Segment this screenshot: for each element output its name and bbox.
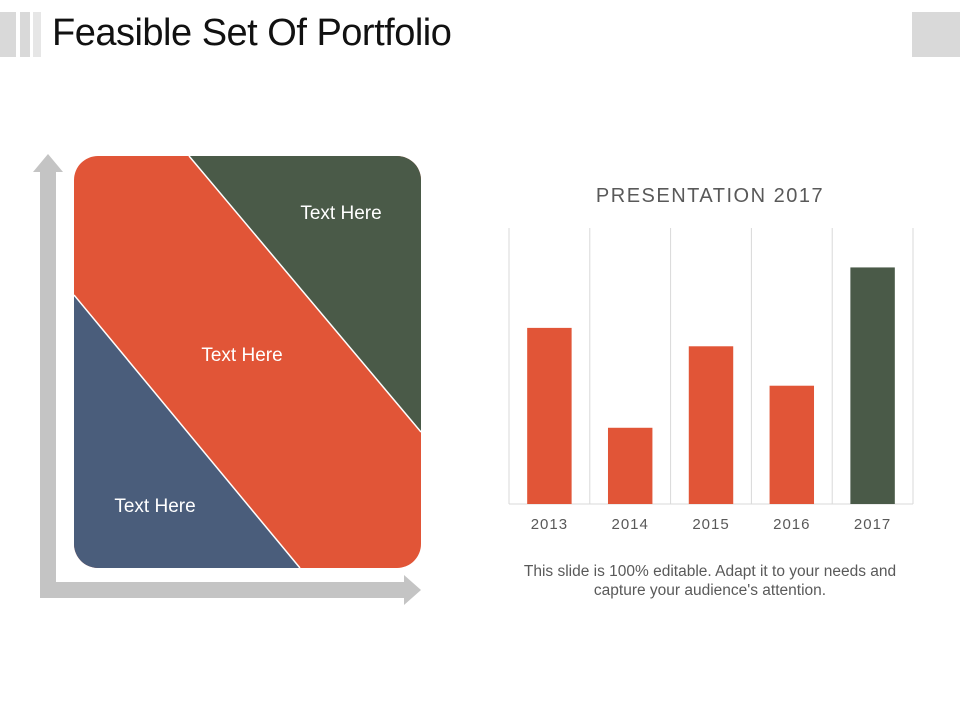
bar-2016 — [769, 385, 815, 504]
x-tick-label: 2016 — [773, 516, 810, 533]
region-label-middle: Text Here — [201, 345, 282, 366]
bar-chart: 2013 2014 2015 2016 2017 — [508, 228, 914, 533]
x-tick-label: 2014 — [612, 516, 649, 533]
bar-2017 — [850, 267, 895, 504]
x-tick-label: 2017 — [854, 516, 891, 533]
bar-2013 — [527, 327, 572, 504]
region-label-bottom-left: Text Here — [114, 496, 195, 517]
header-deco-left — [0, 12, 16, 57]
slide-caption: This slide is 100% editable. Adapt it to… — [523, 563, 897, 599]
y-axis-arrowhead — [33, 154, 63, 172]
x-axis-arrowhead — [404, 575, 421, 605]
divider-line-bottom — [74, 294, 301, 568]
header-deco-left-2 — [20, 12, 30, 57]
x-axis-bar — [40, 582, 408, 598]
x-tick-label: 2013 — [531, 516, 568, 533]
region-label-top-right: Text Here — [300, 203, 381, 224]
bar-2014 — [607, 427, 653, 504]
header-deco-left-3 — [33, 12, 41, 57]
header-deco-right — [912, 12, 960, 57]
bar-2015 — [688, 346, 734, 504]
page-title: Feasible Set Of Portfolio — [52, 12, 452, 54]
chart-title: PRESENTATION 2017 — [595, 185, 825, 207]
divider-line-top — [188, 156, 421, 433]
x-tick-label: 2015 — [692, 516, 729, 533]
y-axis-bar — [40, 168, 56, 598]
